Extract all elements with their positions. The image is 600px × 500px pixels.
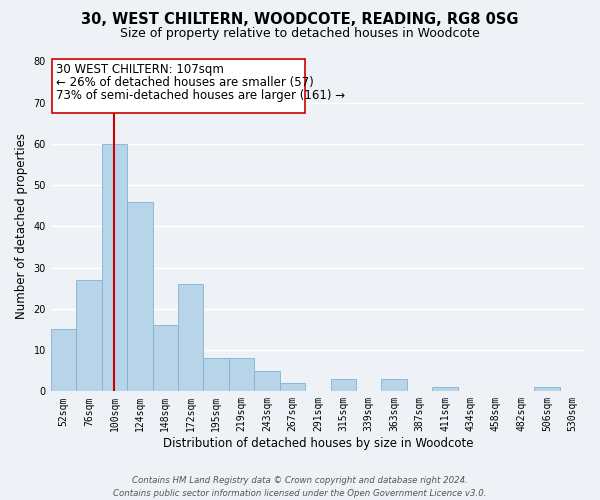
Text: ← 26% of detached houses are smaller (57): ← 26% of detached houses are smaller (57… (56, 76, 314, 89)
Bar (152, 326, 178, 392)
Text: Contains HM Land Registry data © Crown copyright and database right 2024.
Contai: Contains HM Land Registry data © Crown c… (113, 476, 487, 498)
Bar (51, 330, 76, 392)
Bar (254, 370, 280, 392)
Bar (229, 358, 254, 392)
FancyBboxPatch shape (52, 60, 305, 113)
Bar (76, 280, 101, 392)
Bar (534, 387, 560, 392)
Text: 30, WEST CHILTERN, WOODCOTE, READING, RG8 0SG: 30, WEST CHILTERN, WOODCOTE, READING, RG… (81, 12, 519, 28)
Bar (382, 379, 407, 392)
Bar (203, 358, 229, 392)
Bar (331, 379, 356, 392)
Bar (433, 387, 458, 392)
Bar (178, 284, 203, 392)
Bar (101, 144, 127, 392)
X-axis label: Distribution of detached houses by size in Woodcote: Distribution of detached houses by size … (163, 437, 473, 450)
Text: 73% of semi-detached houses are larger (161) →: 73% of semi-detached houses are larger (… (56, 89, 345, 102)
Bar (127, 202, 152, 392)
Text: 30 WEST CHILTERN: 107sqm: 30 WEST CHILTERN: 107sqm (56, 62, 224, 76)
Bar (280, 383, 305, 392)
Y-axis label: Number of detached properties: Number of detached properties (15, 134, 28, 320)
Text: Size of property relative to detached houses in Woodcote: Size of property relative to detached ho… (120, 28, 480, 40)
